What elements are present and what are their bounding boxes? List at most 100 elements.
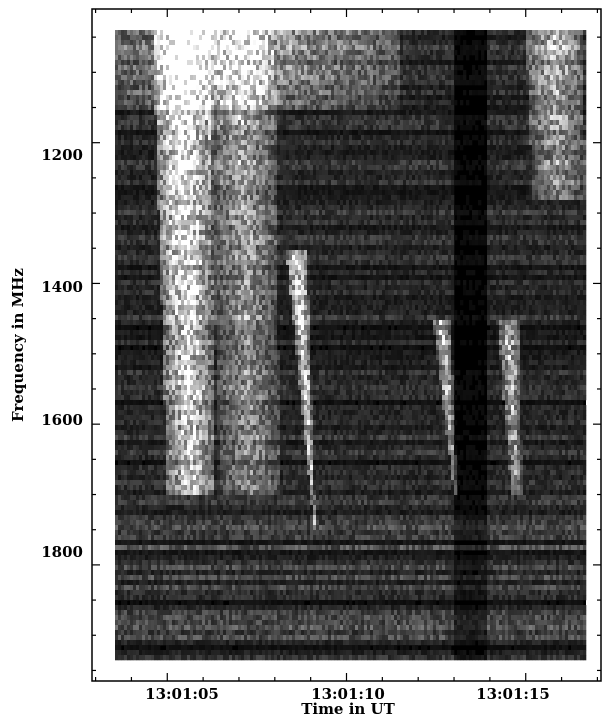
- spectrogram-cell: [154, 75, 158, 81]
- spectrogram-cell: [175, 90, 179, 96]
- spectrogram-cell: [193, 95, 197, 101]
- spectrogram-cell: [142, 530, 146, 536]
- spectrogram-cell: [208, 435, 212, 441]
- spectrogram-cell: [121, 620, 125, 626]
- spectrogram-cell: [115, 485, 119, 491]
- spectrogram-cell: [214, 245, 218, 251]
- spectrogram-cell: [187, 300, 191, 306]
- spectrogram-cell: [184, 465, 188, 471]
- spectrogram-cell: [202, 640, 206, 646]
- spectrogram-cell: [166, 370, 170, 376]
- spectrogram-cell: [148, 630, 152, 636]
- spectrogram-cell: [184, 395, 188, 401]
- spectrogram-cell: [229, 195, 233, 201]
- spectrogram-cell: [232, 335, 236, 341]
- spectrogram-cell: [229, 540, 233, 546]
- spectrogram-cell: [142, 105, 146, 111]
- spectrogram-cell: [163, 265, 167, 271]
- spectrogram-cell: [121, 375, 125, 381]
- spectrogram-cell: [184, 385, 188, 391]
- spectrogram-cell: [148, 515, 152, 521]
- spectrogram-cell: [232, 250, 236, 256]
- spectrogram-cell: [121, 485, 125, 491]
- spectrogram-cell: [124, 495, 128, 501]
- spectrogram-cell: [127, 480, 131, 486]
- spectrogram-cell: [142, 375, 146, 381]
- spectrogram-cell: [214, 95, 218, 101]
- spectrogram-cell: [148, 50, 152, 56]
- spectrogram-cell: [190, 140, 194, 146]
- spectrogram-cell: [199, 115, 203, 121]
- spectrogram-cell: [208, 260, 212, 266]
- spectrogram-cell: [220, 130, 224, 136]
- spectrogram-cell: [136, 590, 140, 596]
- spectrogram-cell: [223, 345, 227, 351]
- spectrogram-cell: [196, 120, 200, 126]
- spectrogram-cell: [160, 340, 164, 346]
- spectrogram-cell: [217, 40, 221, 46]
- spectrogram-cell: [127, 440, 131, 446]
- spectrogram-cell: [160, 380, 164, 386]
- spectrogram-cell: [124, 645, 128, 651]
- spectrogram-cell: [175, 80, 179, 86]
- spectrogram-cell: [193, 260, 197, 266]
- spectrogram-cell: [127, 405, 131, 411]
- spectrogram-cell: [229, 325, 233, 331]
- spectrogram-cell: [220, 585, 224, 591]
- spectrogram-cell: [139, 55, 143, 61]
- spectrogram-cell: [148, 220, 152, 226]
- spectrogram-cell: [169, 215, 173, 221]
- spectrogram-cell: [169, 160, 173, 166]
- spectrogram-cell: [217, 200, 221, 206]
- spectrogram-cell: [136, 405, 140, 411]
- spectrogram-cell: [199, 615, 203, 621]
- spectrogram-cell: [157, 455, 161, 461]
- spectrogram-cell: [151, 495, 155, 501]
- spectrogram-cell: [205, 445, 209, 451]
- spectrogram-cell: [208, 135, 212, 141]
- spectrogram-cell: [178, 430, 182, 436]
- spectrogram-cell: [157, 655, 161, 661]
- spectrogram-cell: [223, 195, 227, 201]
- spectrogram-cell: [154, 475, 158, 481]
- spectrogram-cell: [169, 355, 173, 361]
- spectrogram-cell: [214, 45, 218, 51]
- spectrogram-cell: [121, 370, 125, 376]
- spectrogram-cell: [196, 210, 200, 216]
- spectrogram-cell: [178, 540, 182, 546]
- spectrogram-cell: [127, 445, 131, 451]
- spectrogram-cell: [220, 135, 224, 141]
- spectrogram-cell: [196, 280, 200, 286]
- spectrogram-cell: [154, 180, 158, 186]
- spectrogram-cell: [151, 630, 155, 636]
- spectrogram-cell: [118, 500, 122, 506]
- spectrogram-cell: [187, 315, 191, 321]
- spectrogram-cell: [232, 470, 236, 476]
- spectrogram-cell: [202, 130, 206, 136]
- spectrogram-cell: [178, 135, 182, 141]
- spectrogram-cell: [166, 470, 170, 476]
- spectrogram-cell: [151, 285, 155, 291]
- spectrogram-cell: [217, 630, 221, 636]
- spectrogram-cell: [220, 570, 224, 576]
- spectrogram-cell: [145, 400, 149, 406]
- spectrogram-cell: [169, 75, 173, 81]
- spectrogram-cell: [160, 410, 164, 416]
- spectrogram-cell: [229, 70, 233, 76]
- spectrogram-cell: [199, 420, 203, 426]
- spectrogram-cell: [214, 105, 218, 111]
- spectrogram-cell: [193, 405, 197, 411]
- spectrogram-cell: [121, 95, 125, 101]
- spectrogram-cell: [175, 480, 179, 486]
- spectrogram-cell: [232, 500, 236, 506]
- spectrogram-cell: [178, 545, 182, 551]
- spectrogram-cell: [169, 65, 173, 71]
- spectrogram-cell: [181, 570, 185, 576]
- spectrogram-cell: [130, 130, 134, 136]
- spectrogram-cell: [118, 400, 122, 406]
- spectrogram-cell: [118, 295, 122, 301]
- spectrogram-cell: [205, 580, 209, 586]
- spectrogram-cell: [163, 375, 167, 381]
- spectrogram-cell: [223, 255, 227, 261]
- spectrogram-cell: [169, 470, 173, 476]
